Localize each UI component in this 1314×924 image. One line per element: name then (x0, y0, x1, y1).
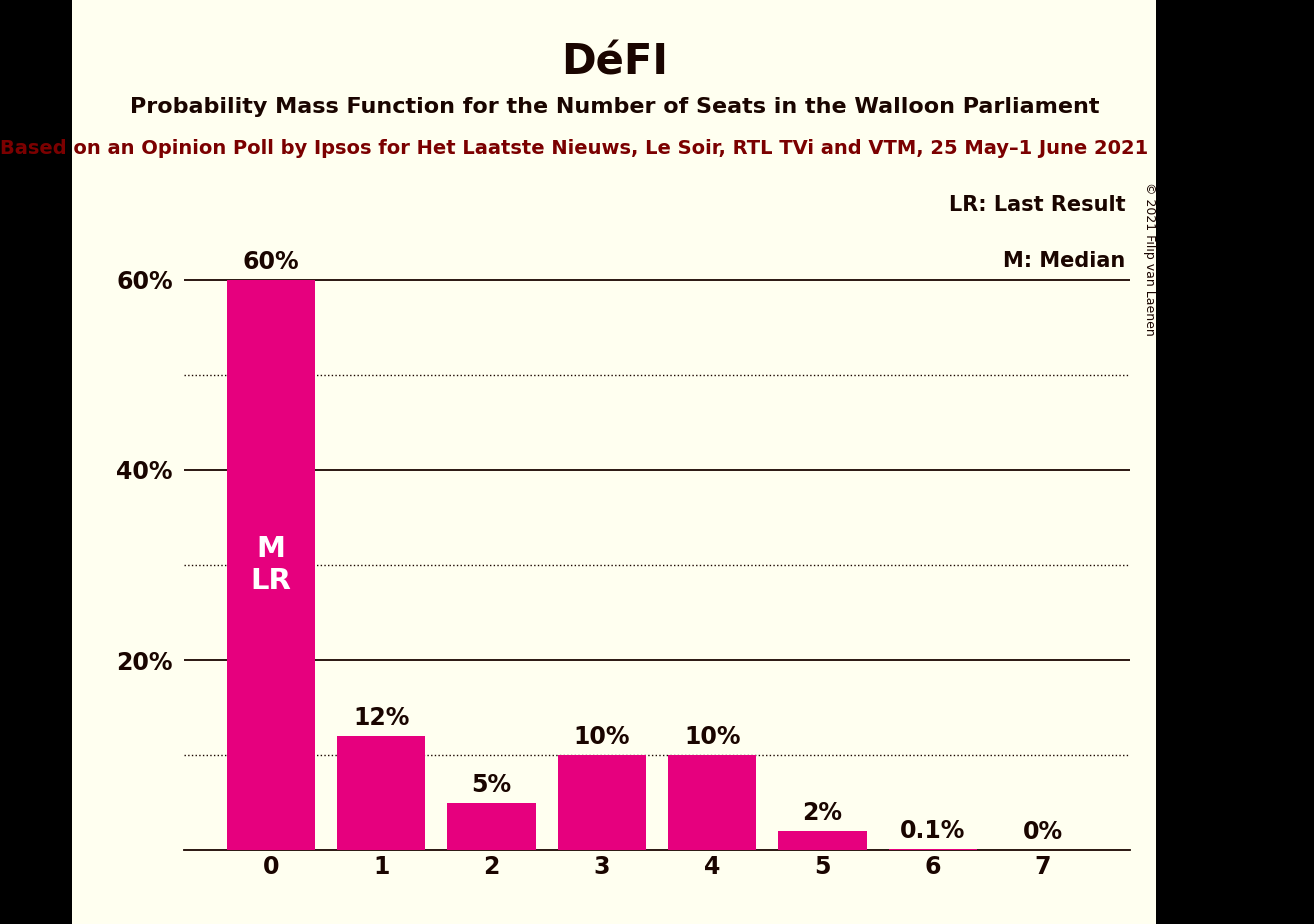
Bar (448, 803, 536, 850)
Text: 0.1%: 0.1% (900, 820, 966, 844)
Text: M: Median: M: Median (1003, 251, 1125, 272)
Text: Based on an Opinion Poll by Ipsos for Het Laatste Nieuws, Le Soir, RTL TVi and V: Based on an Opinion Poll by Ipsos for He… (0, 139, 1148, 158)
Bar (668, 755, 757, 850)
Text: 2%: 2% (803, 801, 842, 825)
Text: Probability Mass Function for the Number of Seats in the Walloon Parliament: Probability Mass Function for the Number… (130, 97, 1099, 117)
Text: 60%: 60% (243, 250, 300, 274)
Bar (778, 831, 866, 850)
Text: © 2021 Filip van Laenen: © 2021 Filip van Laenen (1143, 182, 1156, 335)
Bar (338, 736, 426, 850)
Bar (227, 280, 315, 850)
Bar (557, 755, 646, 850)
Text: 5%: 5% (472, 772, 511, 796)
Bar (888, 849, 976, 850)
Text: DéFI: DéFI (561, 42, 668, 83)
Text: 10%: 10% (683, 725, 740, 749)
Text: 12%: 12% (353, 706, 410, 730)
Text: M
LR: M LR (251, 535, 292, 595)
Text: 10%: 10% (574, 725, 631, 749)
Text: LR: Last Result: LR: Last Result (949, 195, 1125, 214)
Text: 0%: 0% (1022, 821, 1063, 845)
